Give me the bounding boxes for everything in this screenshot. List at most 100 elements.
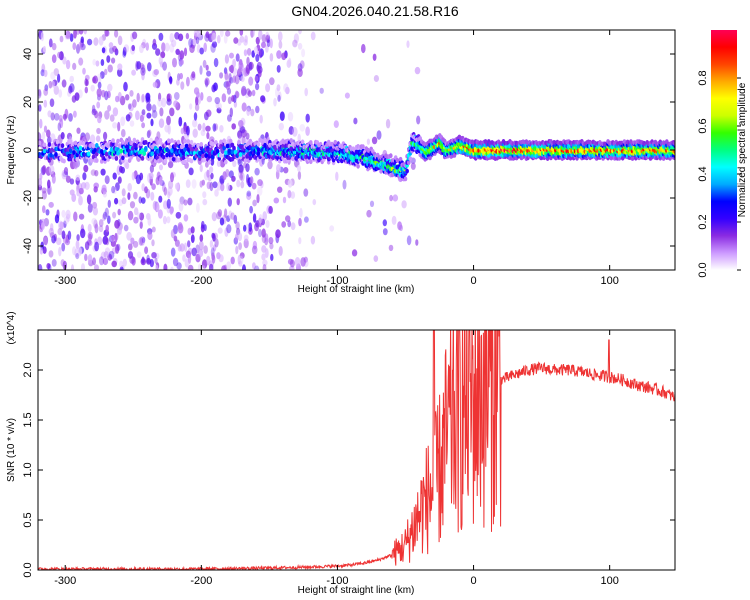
colorbar-tick-label: 0.0 bbox=[697, 262, 709, 277]
noise-cell bbox=[122, 46, 127, 57]
ridge-cell bbox=[144, 146, 148, 151]
colorbar-ticks: 0.0 0.2 0.4 0.6 0.8 bbox=[697, 70, 741, 278]
noise-cell bbox=[283, 83, 289, 93]
noise-cell bbox=[287, 111, 294, 122]
noise-cell bbox=[86, 194, 92, 205]
ridge-cell bbox=[170, 138, 174, 144]
y-tick-label: 0.0 bbox=[22, 562, 34, 577]
noise-cell bbox=[216, 160, 221, 168]
noise-cell bbox=[415, 239, 419, 246]
noise-cell bbox=[59, 221, 65, 230]
noise-cell bbox=[118, 199, 124, 207]
noise-cell bbox=[84, 86, 89, 94]
ridge-cell bbox=[184, 143, 189, 149]
noise-cell bbox=[146, 112, 152, 119]
noise-cell bbox=[121, 188, 126, 197]
noise-cell bbox=[110, 240, 116, 247]
noise-cell bbox=[46, 129, 51, 138]
noise-cell bbox=[151, 239, 155, 247]
ridge-cell bbox=[333, 139, 338, 145]
noise-cell bbox=[188, 254, 192, 264]
noise-cell bbox=[51, 259, 57, 267]
noise-cell bbox=[75, 240, 80, 250]
noise-cell bbox=[69, 83, 75, 93]
noise-cell bbox=[310, 235, 316, 245]
noise-cell bbox=[187, 197, 193, 206]
ridge-cell bbox=[256, 147, 261, 153]
noise-cell bbox=[170, 247, 176, 257]
noise-cell bbox=[45, 209, 50, 216]
noise-cell bbox=[141, 256, 145, 264]
noise-cell bbox=[83, 30, 87, 35]
noise-cell bbox=[43, 235, 49, 246]
snr-series-line bbox=[38, 330, 675, 570]
noise-cell bbox=[224, 208, 228, 218]
noise-cell bbox=[183, 214, 189, 222]
noise-cell bbox=[146, 254, 150, 264]
ridge-cell bbox=[289, 138, 294, 143]
noise-cell bbox=[151, 183, 156, 190]
noise-cell bbox=[131, 171, 136, 181]
noise-cell bbox=[107, 64, 113, 73]
noise-cell bbox=[147, 62, 152, 72]
noise-cell bbox=[290, 191, 296, 199]
noise-cell bbox=[131, 44, 135, 52]
noise-cell bbox=[77, 182, 83, 191]
noise-cell bbox=[58, 114, 63, 122]
noise-cell bbox=[100, 168, 106, 176]
noise-cell bbox=[382, 219, 387, 227]
x-tick-label: -200 bbox=[190, 575, 212, 587]
noise-cell bbox=[397, 221, 402, 231]
noise-cell bbox=[126, 231, 132, 241]
noise-cell bbox=[155, 48, 161, 56]
snr-y-scale-label: (x10^4) bbox=[6, 311, 17, 344]
ridge-cell bbox=[119, 148, 124, 154]
noise-cell bbox=[155, 264, 159, 270]
noise-cell bbox=[252, 199, 257, 207]
noise-cell bbox=[382, 228, 388, 236]
noise-cell bbox=[227, 96, 232, 105]
noise-cell bbox=[233, 37, 239, 44]
noise-cell bbox=[254, 265, 260, 270]
noise-cell bbox=[78, 195, 83, 206]
noise-cell bbox=[191, 247, 197, 257]
noise-cell bbox=[42, 165, 47, 175]
noise-cell bbox=[249, 30, 256, 38]
noise-cell bbox=[226, 261, 232, 270]
noise-cell bbox=[94, 170, 99, 177]
noise-cell bbox=[269, 38, 273, 49]
noise-cell bbox=[304, 87, 309, 97]
noise-cell bbox=[172, 257, 179, 267]
noise-cell bbox=[41, 222, 45, 230]
noise-cell bbox=[261, 34, 267, 43]
noise-cell bbox=[84, 132, 91, 142]
noise-cell bbox=[195, 96, 199, 106]
noise-cell bbox=[51, 235, 56, 244]
noise-cell bbox=[255, 105, 260, 114]
noise-cell bbox=[228, 73, 232, 83]
noise-cell bbox=[210, 172, 214, 180]
noise-cell bbox=[385, 118, 391, 129]
noise-cell bbox=[169, 43, 175, 53]
ridge-cell bbox=[398, 156, 403, 162]
noise-cell bbox=[107, 83, 113, 92]
noise-cell bbox=[235, 221, 240, 230]
noise-cell bbox=[245, 64, 250, 74]
noise-cell bbox=[297, 68, 303, 77]
noise-cell bbox=[196, 91, 200, 98]
noise-cell bbox=[223, 67, 228, 75]
ridge-cell bbox=[139, 141, 143, 147]
noise-cell bbox=[376, 130, 382, 140]
noise-cell bbox=[260, 95, 266, 103]
noise-cell bbox=[53, 68, 59, 76]
noise-cell bbox=[225, 81, 231, 91]
noise-cell bbox=[104, 90, 109, 101]
noise-cell bbox=[74, 248, 79, 258]
noise-cell bbox=[127, 183, 132, 192]
noise-cell bbox=[58, 246, 62, 257]
noise-cell bbox=[200, 92, 204, 101]
noise-cell bbox=[237, 158, 243, 167]
noise-cell bbox=[238, 255, 244, 264]
ridge-cell bbox=[163, 158, 168, 164]
